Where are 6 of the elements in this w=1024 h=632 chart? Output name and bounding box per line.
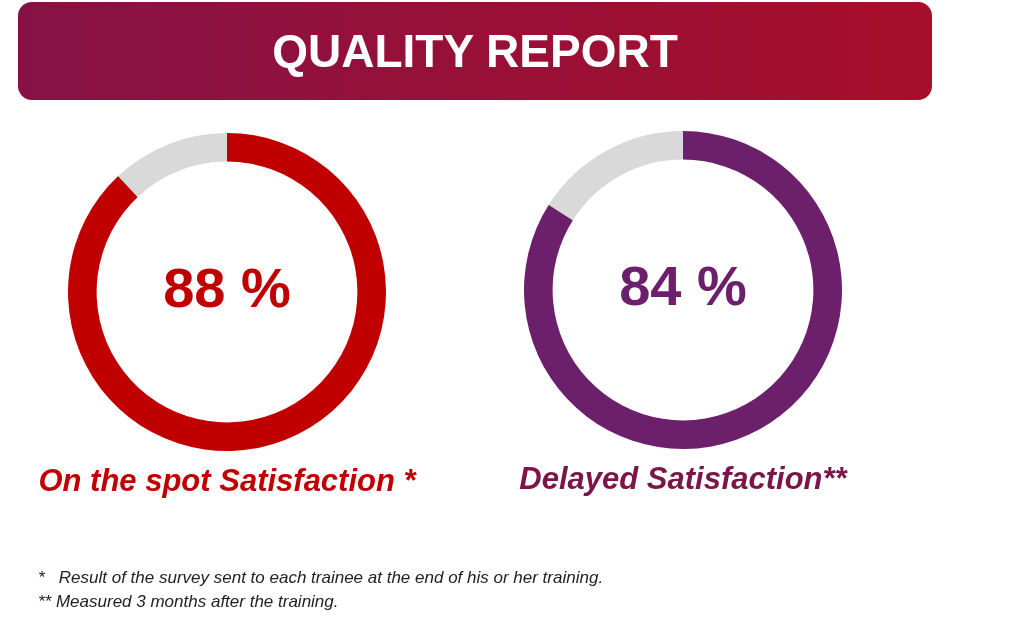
text: ** Measured 3 months after the training. <box>38 591 340 613</box>
text: Delayed Satisfaction** <box>518 461 849 497</box>
text: On the spot Satisfaction * <box>37 463 418 499</box>
text: * Result of the survey sent to each trainee at the end of his or her training. <box>38 567 604 589</box>
data-label: 88 % <box>163 256 291 320</box>
data-label: 84 % <box>619 254 747 318</box>
